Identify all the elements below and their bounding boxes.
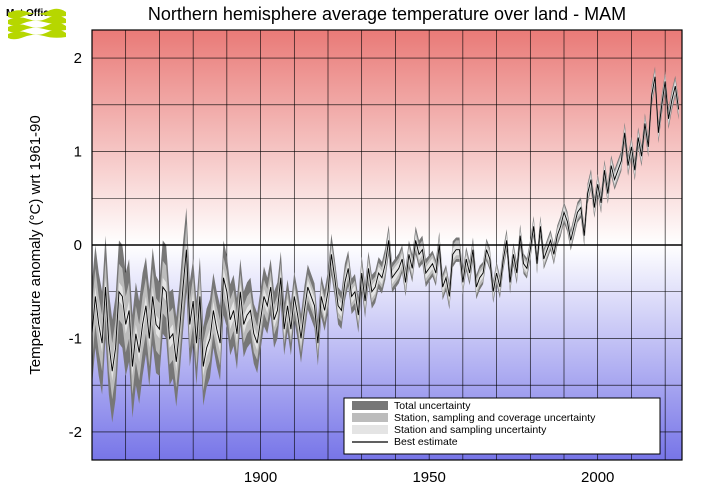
legend-swatch: [352, 413, 388, 422]
x-tick-label: 2000: [581, 469, 614, 486]
legend-label: Station, sampling and coverage uncertain…: [394, 412, 596, 424]
x-tick-label: 1900: [244, 469, 277, 486]
legend-label: Best estimate: [394, 436, 458, 448]
y-tick-label: 0: [74, 237, 82, 254]
chart-title: Northern hemisphere average temperature …: [148, 4, 626, 24]
legend-swatch: [352, 401, 388, 410]
temperature-anomaly-chart: 1900 1950 2000 -2 -1 0 1 2 Northern hemisphere a…: [0, 0, 708, 504]
y-axis-label: Temperature anomaly (°C) wrt 1961-90: [27, 115, 44, 374]
legend-label: Station and sampling uncertainty: [394, 424, 547, 436]
legend-swatch: [352, 425, 388, 434]
y-tick-label: 1: [74, 144, 82, 161]
y-tick-label: -2: [69, 424, 82, 441]
legend-label: Total uncertainty: [394, 400, 471, 412]
y-tick-label: -1: [69, 330, 82, 347]
y-tick-label: 2: [74, 50, 82, 67]
x-tick-label: 1950: [412, 469, 445, 486]
